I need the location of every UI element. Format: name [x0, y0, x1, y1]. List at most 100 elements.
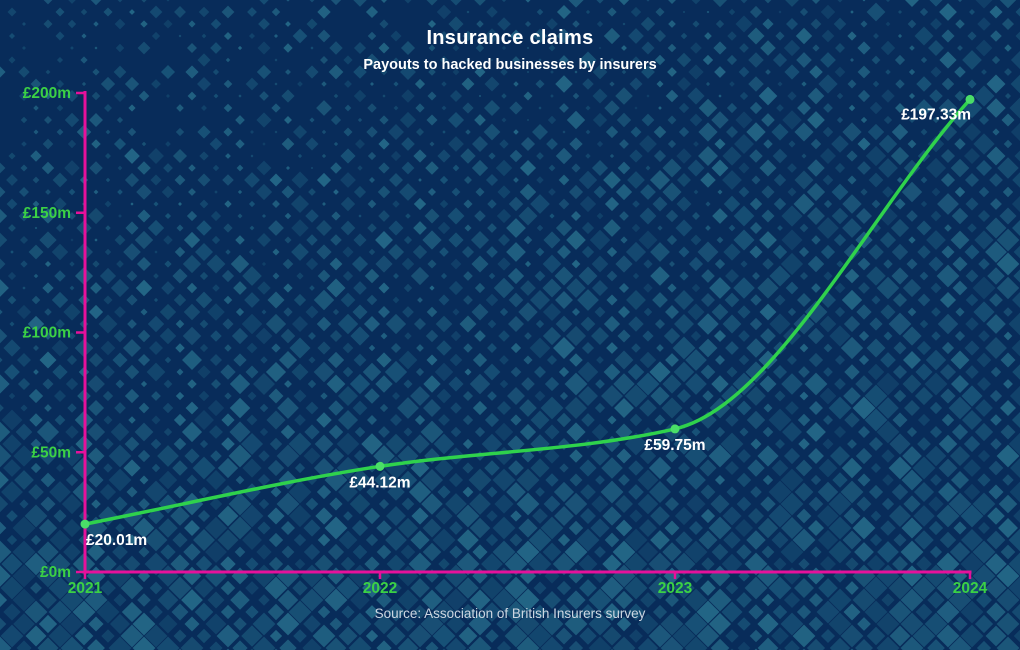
diamond-tile	[362, 578, 382, 598]
diamond-tile	[317, 341, 331, 355]
diamond-tile	[328, 424, 344, 440]
diamond-tile	[369, 177, 375, 183]
diamond-tile	[618, 474, 630, 486]
diamond-tile	[425, 329, 439, 343]
diamond-tile	[195, 243, 213, 261]
diamond-tile	[936, 624, 960, 648]
diamond-tile	[588, 588, 612, 612]
diamond-tile	[428, 68, 436, 76]
diamond-tile	[596, 356, 604, 364]
diamond-tile	[209, 353, 223, 367]
diamond-tile	[642, 330, 654, 342]
diamond-tile	[321, 129, 327, 135]
diamond-tile	[882, 474, 894, 486]
diamond-tile	[591, 159, 609, 177]
diamond-tile	[158, 518, 178, 538]
diamond-tile	[112, 544, 128, 560]
diamond-tile	[87, 375, 105, 393]
diamond-tile	[16, 640, 32, 650]
diamond-tile	[137, 449, 151, 463]
diamond-tile	[422, 230, 442, 250]
diamond-tile	[483, 363, 501, 381]
diamond-tile	[998, 518, 1018, 538]
diamond-tile	[650, 266, 670, 286]
diamond-tile	[996, 564, 1020, 588]
diamond-tile	[187, 91, 197, 101]
diamond-tile	[464, 368, 472, 376]
diamond-tile	[579, 51, 597, 69]
diamond-tile	[665, 593, 679, 607]
diamond-tile	[738, 66, 750, 78]
diamond-tile	[632, 200, 640, 208]
diamond-tile	[965, 365, 979, 379]
diamond-tile	[579, 579, 597, 597]
diamond-tile	[857, 65, 871, 79]
diamond-tile	[796, 52, 812, 68]
diamond-tile	[700, 172, 716, 188]
diamond-tile	[578, 386, 598, 406]
diamond-tile	[745, 361, 767, 383]
diamond-tile	[612, 564, 636, 588]
diamond-tile	[849, 57, 855, 63]
diamond-tile	[127, 319, 137, 329]
diamond-tile	[340, 556, 356, 572]
diamond-tile	[245, 581, 259, 595]
diamond-tile	[147, 315, 165, 333]
diamond-tile	[459, 603, 477, 621]
diamond-tile	[957, 45, 963, 51]
diamond-tile	[513, 177, 519, 183]
diamond-tile	[199, 199, 209, 209]
diamond-tile	[856, 304, 872, 320]
diamond-tile	[819, 387, 837, 405]
diamond-tile	[173, 413, 187, 427]
diamond-tile	[965, 197, 979, 211]
diamond-tile	[532, 508, 548, 524]
diamond-tile	[63, 303, 81, 321]
diamond-tile	[664, 520, 680, 536]
diamond-tile	[960, 600, 984, 624]
diamond-tile	[677, 77, 691, 91]
diamond-tile	[999, 0, 1017, 9]
diamond-tile	[876, 612, 900, 636]
diamond-tile	[255, 327, 273, 345]
diamond-tile	[49, 529, 71, 551]
diamond-tile	[667, 139, 677, 149]
diamond-tile	[929, 401, 943, 415]
diamond-tile	[501, 117, 507, 123]
diamond-tile	[469, 493, 491, 515]
x-tick-label: 2022	[363, 580, 397, 597]
diamond-tile	[568, 640, 584, 650]
diamond-tile	[257, 41, 271, 55]
diamond-tile	[656, 344, 664, 352]
diamond-tile	[684, 540, 708, 564]
diamond-tile	[771, 627, 789, 645]
diamond-tile	[450, 402, 462, 414]
diamond-tile	[153, 297, 159, 303]
diamond-tile	[506, 218, 526, 238]
diamond-tile	[509, 149, 523, 163]
diamond-tile	[806, 422, 826, 442]
diamond-tile	[103, 7, 113, 17]
diamond-tile	[843, 387, 861, 405]
diamond-tile	[429, 141, 435, 147]
diamond-tile	[525, 0, 531, 3]
diamond-tile	[87, 399, 105, 417]
diamond-tile	[808, 616, 824, 632]
diamond-tile	[757, 637, 779, 650]
diamond-tile	[445, 637, 467, 650]
diamond-tile	[916, 340, 932, 356]
diamond-tile	[568, 184, 584, 200]
diamond-tile	[442, 130, 446, 134]
diamond-tile	[20, 404, 28, 412]
diamond-tile	[341, 605, 355, 619]
diamond-tile	[288, 432, 312, 456]
diamond-tile	[292, 580, 308, 596]
diamond-tile	[572, 92, 580, 100]
diamond-tile	[348, 564, 372, 588]
diamond-tile	[487, 343, 497, 353]
diamond-tile	[104, 200, 112, 208]
diamond-tile	[881, 449, 895, 463]
diamond-tile	[600, 576, 624, 600]
diamond-tile	[578, 266, 598, 286]
diamond-tile	[329, 497, 343, 511]
